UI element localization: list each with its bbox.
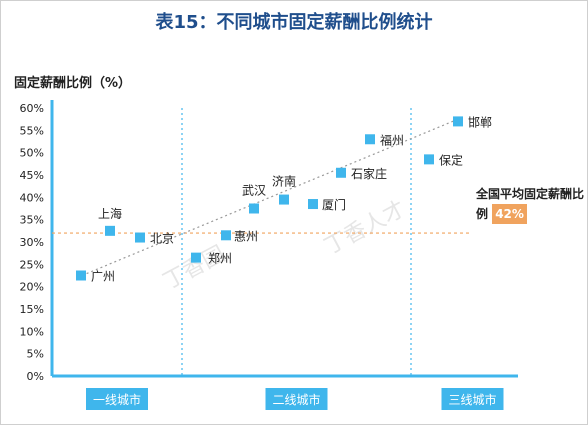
data-point [279, 194, 289, 205]
tier-label: 一线城市 [93, 392, 141, 407]
y-tick-label: 20% [20, 281, 44, 294]
y-tick-label: 25% [20, 258, 44, 271]
y-axis-label: 固定薪酬比例（%） [14, 76, 132, 91]
data-point-label: 厦门 [322, 197, 346, 212]
y-tick-label: 45% [20, 169, 44, 182]
tier-label: 二线城市 [272, 392, 320, 407]
data-point [424, 154, 434, 165]
y-tick-label: 0% [27, 370, 44, 383]
data-point-label: 济南 [272, 174, 296, 189]
y-tick-label: 15% [20, 303, 44, 316]
y-tick-label: 55% [20, 124, 44, 137]
data-point [308, 199, 318, 210]
data-point-label: 惠州 [234, 229, 258, 243]
y-tick-label: 10% [20, 325, 44, 338]
y-tick-label: 40% [20, 191, 44, 204]
y-tick-label: 30% [20, 236, 44, 249]
average-label: 全国平均固定薪酬比例 [476, 187, 585, 221]
data-point [191, 252, 201, 263]
data-point-label: 郑州 [208, 251, 232, 266]
tier-box [86, 388, 148, 410]
data-point-label: 武汉 [242, 184, 266, 198]
data-point [249, 203, 259, 214]
tier-label: 三线城市 [448, 392, 496, 407]
data-point-label: 北京 [150, 232, 174, 246]
data-point [336, 167, 346, 178]
data-point-label: 上海 [98, 206, 122, 221]
y-tick-label: 5% [27, 348, 44, 361]
y-tick-label: 60% [20, 102, 44, 115]
data-point-label: 福州 [380, 132, 404, 147]
average-value-badge: 42% [492, 204, 527, 224]
data-point [365, 134, 375, 145]
tier-box [441, 388, 504, 410]
y-tick-label: 50% [20, 147, 44, 160]
tier-box [265, 388, 328, 410]
data-point [76, 270, 86, 281]
data-point-label: 石家庄 [351, 166, 387, 181]
average-annotation: 全国平均固定薪酬比例 42% [476, 184, 586, 224]
data-point [135, 232, 145, 243]
chart-title: 表15：不同城市固定薪酬比例统计 [155, 12, 433, 33]
data-point [105, 225, 115, 236]
data-point-label: 保定 [439, 152, 463, 167]
y-tick-label: 35% [20, 214, 44, 227]
data-point [221, 230, 231, 241]
data-point-label: 广州 [91, 270, 115, 284]
data-point-label: 邯郸 [468, 114, 492, 129]
data-point [453, 116, 463, 127]
